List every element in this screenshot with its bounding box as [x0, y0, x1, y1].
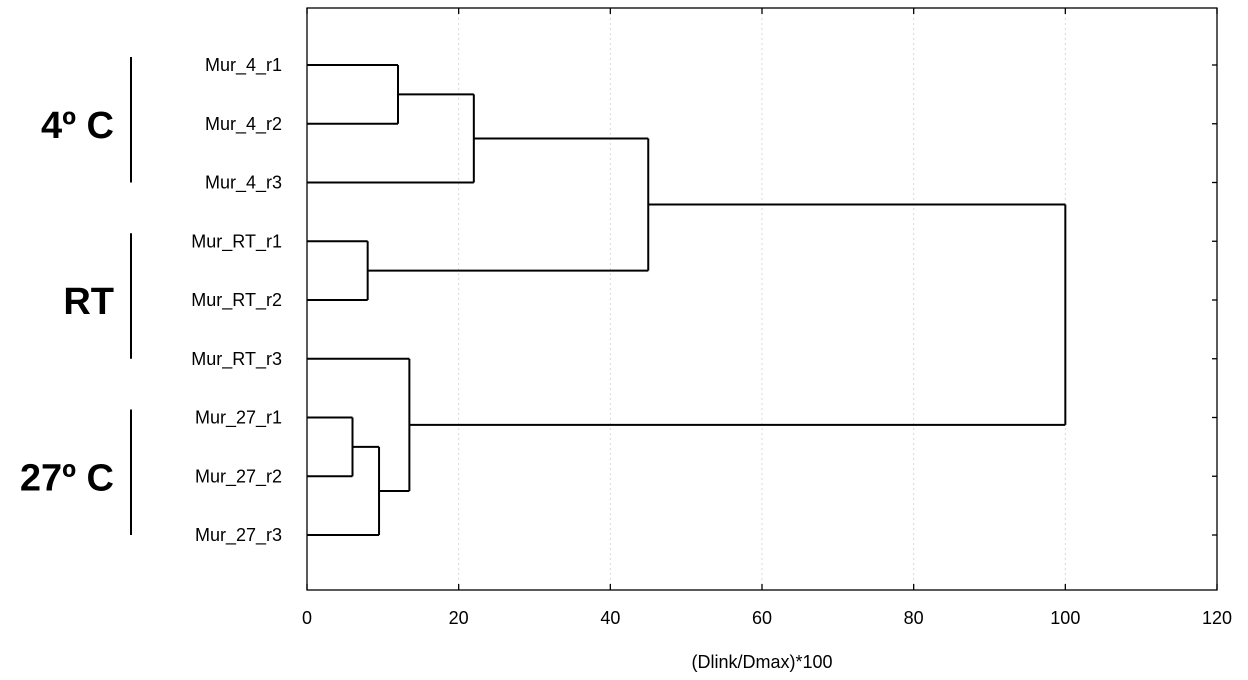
axis-ticks: 0 20 40 60 80 100 120 — [302, 8, 1232, 628]
x-tick-label: 120 — [1202, 608, 1232, 628]
group-label: 4º C — [41, 105, 114, 147]
leaf-label: Mur_RT_r1 — [191, 231, 282, 252]
leaf-label: Mur_4_r2 — [205, 114, 282, 135]
group-label: 27º C — [20, 457, 114, 499]
x-tick-label: 60 — [752, 608, 772, 628]
x-tick-label: 80 — [904, 608, 924, 628]
leaf-label: Mur_27_r2 — [195, 466, 282, 487]
x-axis-title: (Dlink/Dmax)*100 — [691, 652, 832, 672]
leaf-label: Mur_4_r1 — [205, 55, 282, 76]
leaf-labels: Mur_4_r1 Mur_4_r2 Mur_4_r3 Mur_RT_r1 Mur_RT_… — [191, 55, 282, 546]
leaf-label: Mur_27_r1 — [195, 408, 282, 429]
grid-lines — [458, 8, 1066, 590]
x-tick-label: 100 — [1050, 608, 1080, 628]
dendrogram-links — [307, 64, 1067, 536]
leaf-label: Mur_4_r3 — [205, 173, 282, 194]
leaf-label: Mur_27_r3 — [195, 525, 282, 546]
leaf-label: Mur_RT_r3 — [191, 349, 282, 370]
leaf-label: Mur_RT_r2 — [191, 290, 282, 311]
x-tick-label: 0 — [302, 608, 312, 628]
group-labels: 4º C RT 27º C — [20, 57, 132, 535]
x-tick-label: 40 — [600, 608, 620, 628]
x-tick-label: 20 — [449, 608, 469, 628]
group-label: RT — [63, 281, 114, 323]
